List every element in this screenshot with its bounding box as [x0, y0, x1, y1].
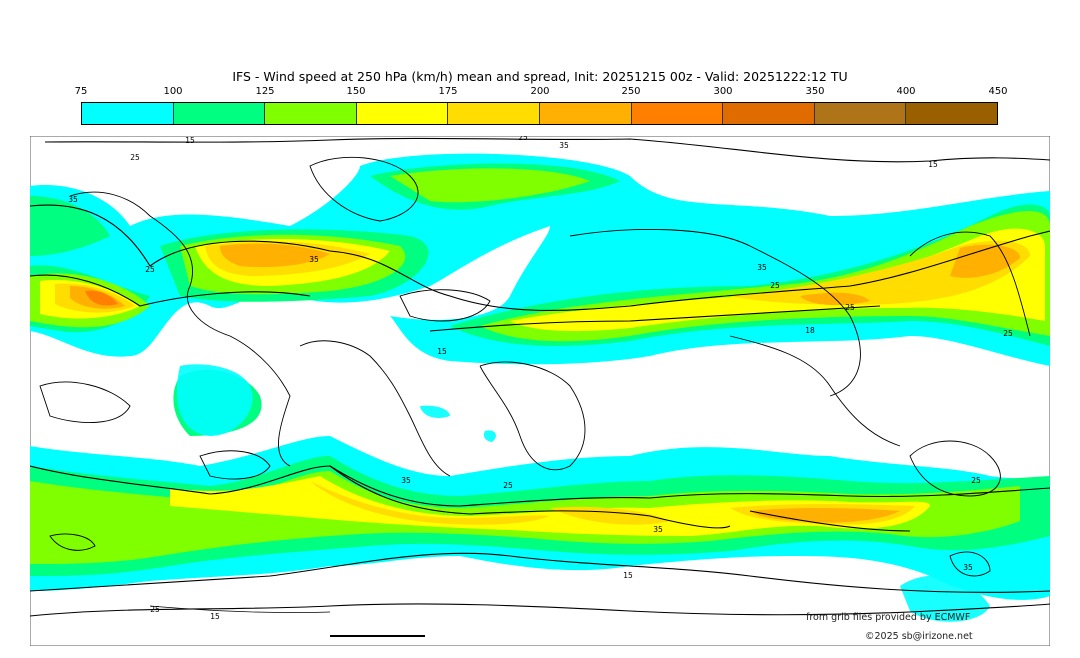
wind-band-250	[85, 290, 118, 306]
contour-labels: 15 25 35 25 15 35 25 25 35 18 25 15 35 2…	[68, 136, 1013, 621]
colorbar-tick: 125	[255, 86, 275, 97]
contour-label: 15	[623, 571, 633, 580]
contour-label: 35	[757, 263, 767, 272]
contour-label: 25	[770, 281, 780, 290]
contour-label: 18	[805, 326, 815, 335]
contour-label: 25	[971, 476, 981, 485]
colorbar-swatch	[356, 103, 449, 124]
contour-label: 35	[653, 525, 663, 534]
colorbar-swatch	[173, 103, 266, 124]
colorbar-tick: 75	[74, 86, 88, 97]
colorbar-swatch	[814, 103, 907, 124]
contour-label: 15	[928, 160, 938, 169]
colorbar-tick: 200	[530, 86, 550, 97]
contour-label: 35	[68, 195, 78, 204]
colorbar-swatch	[82, 103, 174, 124]
contour-label: 35	[401, 476, 411, 485]
colorbar-tick: 175	[438, 86, 458, 97]
wind-band-150-south	[170, 476, 930, 536]
colorbar-swatch	[906, 103, 997, 124]
wind-fill-layer	[30, 153, 1050, 622]
colorbar-swatch	[723, 103, 815, 124]
colorbar-swatch	[448, 103, 540, 124]
contour-label: 15	[185, 136, 195, 145]
contour-label: 35	[559, 141, 569, 150]
colorbar-swatch	[631, 103, 724, 124]
colorbar-tick: 150	[346, 86, 366, 97]
coastlines	[39, 156, 1031, 577]
copyright-credit: ©2025 sb@irizone.net	[865, 631, 973, 642]
contour-label: 25	[845, 303, 855, 312]
contour-label: 15	[210, 612, 220, 621]
contour-label: 25	[145, 265, 155, 274]
isotach-contours	[30, 137, 1050, 637]
contour-label: 15	[437, 347, 447, 356]
source-credit: from grib files provided by ECMWF	[806, 612, 971, 623]
contour-label: 35	[963, 563, 973, 572]
contour-label: 25	[518, 136, 528, 142]
contour-label: 25	[1003, 329, 1013, 338]
wind-band-200	[70, 243, 1020, 309]
colorbar-tick: 250	[621, 86, 641, 97]
colorbar-tick: 300	[713, 86, 733, 97]
colorbar-swatch	[265, 103, 357, 124]
colorbar-tick: 450	[988, 86, 1008, 97]
wind-blob-tropical	[176, 364, 991, 622]
colorbar-tick: 400	[896, 86, 916, 97]
contour-label: 25	[503, 481, 513, 490]
contour-label: 35	[309, 255, 319, 264]
contour-label: 25	[130, 153, 140, 162]
colorbar-swatch	[539, 103, 632, 124]
wind-band-200-south	[750, 507, 900, 523]
colorbar-tick: 100	[163, 86, 183, 97]
colorbar	[81, 102, 998, 125]
contour-label: 25	[150, 605, 160, 614]
map-title: IFS - Wind speed at 250 hPa (km/h) mean …	[232, 69, 848, 84]
colorbar-tick: 350	[805, 86, 825, 97]
wind-band-100	[30, 163, 1050, 436]
wind-speed-map: 15 25 35 25 15 35 25 25 35 18 25 15 35 2…	[30, 136, 1050, 646]
